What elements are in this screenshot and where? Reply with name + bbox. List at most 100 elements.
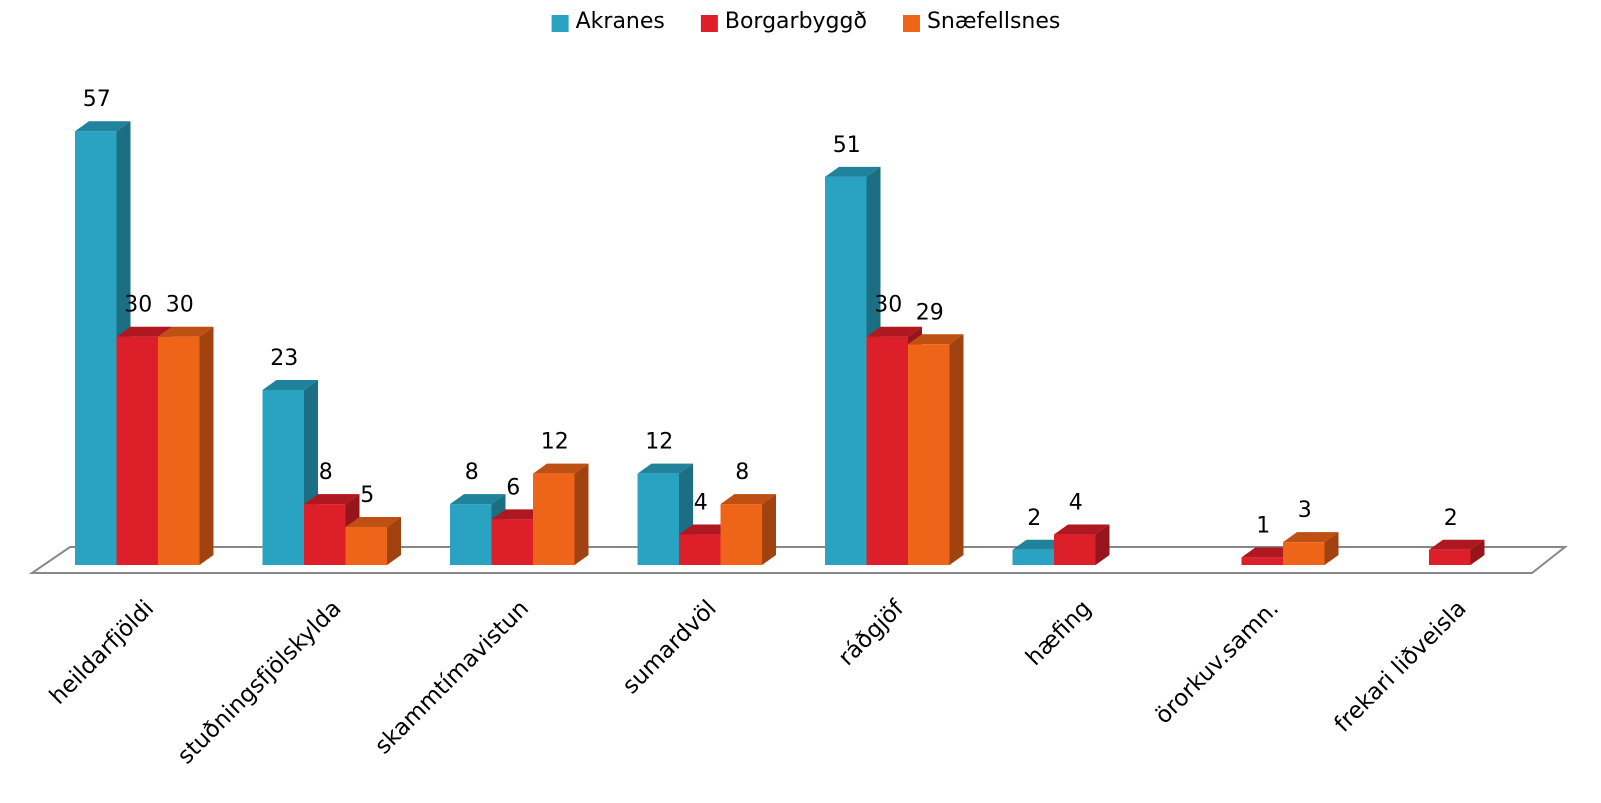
bar-front [679, 534, 721, 565]
bar-top-shade [75, 121, 131, 132]
bar-front [345, 526, 387, 565]
bar-side-shade [387, 516, 401, 565]
bar-side [387, 516, 401, 565]
data-label: 12 [541, 430, 569, 455]
x-tick-label: frekari liðveisla [1330, 595, 1472, 737]
bar-top-shade [720, 494, 776, 505]
bar-top-shade [1054, 524, 1110, 535]
legend-label: Akranes [576, 9, 665, 34]
bar-front [720, 504, 762, 565]
data-label: 30 [166, 293, 194, 318]
x-tick-label: örorkuv.samn. [1150, 595, 1284, 729]
legend-swatch [551, 15, 569, 32]
bar-top [825, 166, 881, 177]
bar-top-shade [262, 379, 318, 390]
bar-top [262, 379, 318, 390]
bar-side-shade [1324, 532, 1339, 565]
bar-top [116, 326, 172, 337]
legend-swatch [700, 15, 718, 32]
bar-front [1429, 549, 1471, 565]
bar-side [1324, 532, 1339, 565]
data-label: 2 [1027, 506, 1041, 531]
x-tick-label: hæfing [1021, 595, 1097, 671]
data-label: 30 [874, 293, 902, 318]
x-tick-label: heildarfjöldi [45, 595, 159, 709]
bar-front [825, 176, 867, 565]
bar [158, 326, 214, 565]
bar-top [637, 463, 693, 474]
bar-front [491, 519, 533, 565]
data-label: 51 [833, 133, 861, 158]
data-label: 12 [645, 430, 673, 455]
bar-top [450, 494, 506, 505]
data-label: 6 [506, 475, 520, 500]
bar [533, 463, 589, 565]
bar-front [158, 336, 200, 565]
bar-side [1095, 524, 1110, 565]
bar-top-shade [450, 494, 506, 505]
data-label: 57 [83, 87, 111, 112]
floor [28, 546, 1568, 574]
bar-side [574, 463, 589, 565]
bar-top [304, 494, 360, 505]
bar-front [533, 473, 575, 565]
bar-top [533, 463, 589, 474]
bar [1054, 524, 1110, 565]
bar-top [1429, 539, 1485, 550]
bar-top [866, 326, 922, 337]
bar [720, 494, 776, 565]
bar-side-shade [762, 494, 776, 565]
bar-top-shade [1283, 532, 1339, 543]
bar [637, 463, 693, 565]
data-label: 29 [916, 300, 944, 325]
data-label: 8 [735, 460, 749, 485]
x-tick-label: skammtímavistun [370, 595, 534, 759]
legend-swatch [902, 15, 920, 32]
bar-top [1283, 532, 1339, 543]
data-label: 5 [360, 483, 374, 508]
bar [1429, 539, 1485, 565]
bar-front [1283, 542, 1325, 565]
bar-front [304, 504, 346, 565]
bar-front [637, 473, 679, 565]
data-label: 30 [124, 293, 152, 318]
bar-front [262, 389, 304, 565]
bar-front [116, 336, 158, 565]
bar-top-shade [866, 326, 922, 337]
bar-top-shade [116, 326, 172, 337]
bar-top [908, 334, 964, 345]
data-label: 8 [319, 460, 333, 485]
bar-front [1054, 534, 1096, 565]
bar-side [199, 326, 214, 565]
bar-front [1012, 549, 1054, 565]
bar-top [345, 516, 401, 527]
data-label: 3 [1298, 498, 1312, 523]
x-tick-label: ráðgjöf [834, 595, 910, 671]
bar-front [75, 131, 117, 566]
bar-top-shade [825, 166, 881, 177]
x-tick-label: sumardvöl [618, 595, 722, 699]
data-label: 4 [694, 491, 708, 516]
bar-front [866, 336, 908, 565]
bar-side [949, 334, 964, 565]
bar-front [1241, 557, 1283, 565]
data-label: 8 [465, 460, 479, 485]
bar-side [762, 494, 776, 565]
bar [345, 516, 401, 565]
data-label: 2 [1444, 506, 1458, 531]
bar-top [75, 121, 131, 132]
bar [1283, 532, 1339, 565]
bar-front [908, 344, 950, 565]
bar-top [1054, 524, 1110, 535]
bar-top-shade [533, 463, 589, 474]
data-label: 1 [1256, 513, 1270, 538]
bar [908, 334, 964, 565]
bar-top [158, 326, 214, 337]
bar-top-shade [304, 494, 360, 505]
legend: Akranes Borgarbyggð Snæfellsnes [551, 9, 1060, 34]
bar-side-shade [1095, 524, 1110, 565]
legend-label: Borgarbyggð [725, 9, 867, 34]
bar-side [1470, 539, 1485, 565]
x-tick-label: stuðningsfjölskylda [173, 595, 347, 769]
